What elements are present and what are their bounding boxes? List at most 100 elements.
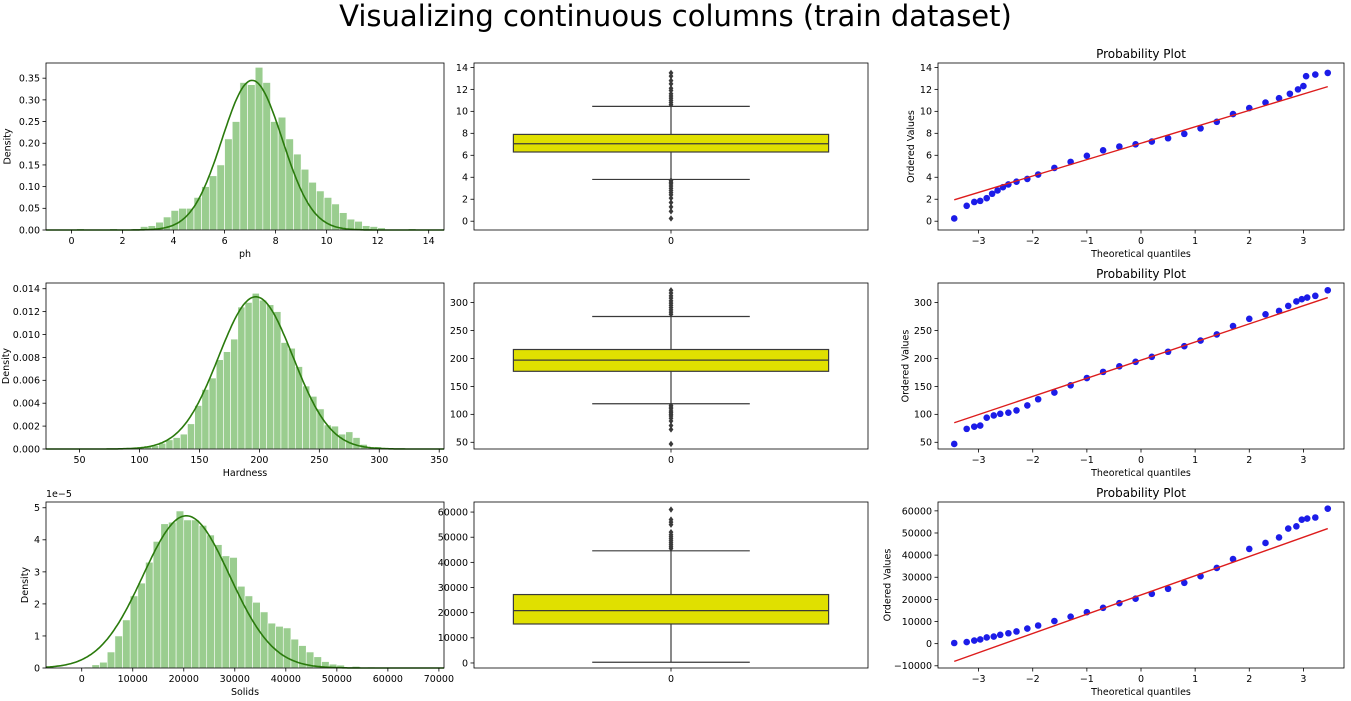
y-axis-label: Ordered Values xyxy=(900,330,911,403)
qq-point xyxy=(1229,322,1237,330)
qq-point xyxy=(950,440,958,448)
qq-point xyxy=(1051,617,1058,625)
histogram-bar xyxy=(183,519,192,669)
qq-point xyxy=(1312,514,1319,521)
qq-point xyxy=(1181,579,1188,587)
y-tick-label: 0.012 xyxy=(13,307,40,318)
x-tick-label: 250 xyxy=(310,455,328,466)
x-tick-label: 10 xyxy=(321,236,333,247)
x-tick-label: 4 xyxy=(171,236,177,247)
y-tick-label: 300 xyxy=(914,298,932,309)
y-tick-label: 3 xyxy=(34,567,40,578)
histogram-bar xyxy=(160,523,169,669)
y-tick-label: 50000 xyxy=(902,528,932,539)
histogram-bar xyxy=(170,210,179,231)
y-tick-label: 100 xyxy=(914,410,932,421)
y-tick-label: 0 xyxy=(926,639,932,650)
y-tick-label: 50 xyxy=(456,438,468,449)
y-tick-label: 0.25 xyxy=(19,117,40,128)
y-tick-label: 0.35 xyxy=(19,74,40,85)
y-tick-label: 8 xyxy=(926,129,932,140)
histogram-bar xyxy=(345,431,354,450)
histogram-bar xyxy=(293,153,302,231)
y-axis-label: Density xyxy=(2,128,13,164)
x-tick-label: 0 xyxy=(1138,455,1144,466)
y-tick-label: 20000 xyxy=(902,595,932,606)
histogram-bar xyxy=(208,175,218,231)
qq-point xyxy=(1197,125,1204,132)
solids-distribution: 0 1 2 3 4 5 0 10000 20000 30000 40000 50000 60000 700… xyxy=(20,489,454,698)
histogram-bar xyxy=(231,121,241,231)
x-tick-label: 12 xyxy=(372,236,384,247)
y-tick-label: 10000 xyxy=(902,617,932,628)
y-tick-label: 2 xyxy=(34,599,40,610)
qq-point xyxy=(983,634,991,641)
y-tick-label: 50 xyxy=(920,438,932,449)
y-tick-label: 2 xyxy=(926,195,932,206)
histogram-bar xyxy=(354,221,363,231)
y-tick-label: 2 xyxy=(462,195,468,206)
x-tick-label: 0 xyxy=(68,236,74,247)
x-tick-label: 50000 xyxy=(322,674,352,685)
qq-point xyxy=(1286,90,1294,98)
y-tick-label: 30000 xyxy=(902,573,932,584)
qq-point xyxy=(963,638,970,646)
qq-point xyxy=(976,197,984,205)
outlier-marker xyxy=(668,402,674,409)
x-tick-label: 3 xyxy=(1300,674,1306,685)
x-tick-label: 20000 xyxy=(169,674,199,685)
x-tick-label: −1 xyxy=(1080,455,1094,466)
histogram-bar xyxy=(152,541,162,669)
figure-title: Visualizing continuous columns (train da… xyxy=(339,0,1012,33)
qq-point xyxy=(1245,315,1253,323)
outlier-marker xyxy=(668,528,674,536)
histogram-bar xyxy=(287,347,296,450)
outlier-marker xyxy=(668,203,674,211)
histogram-bar xyxy=(129,595,139,669)
qq-point xyxy=(1300,82,1307,90)
qq-point xyxy=(1324,505,1332,512)
solids-probability-plot: −10000 0 10000 20000 30000 40000 50000 60000 −3 −… xyxy=(883,486,1345,698)
histogram-bar xyxy=(179,433,188,450)
outlier-marker xyxy=(668,194,674,202)
histogram-bar xyxy=(198,525,208,669)
outlier-marker xyxy=(668,77,674,84)
outlier-marker xyxy=(668,85,674,92)
hardness-probability-plot: 50 100 150 200 250 300 −3 −2 −1 0 1 2 3 Theoretical q… xyxy=(900,267,1345,479)
histogram-bar xyxy=(223,351,231,450)
x-tick-label: 0 xyxy=(668,455,674,466)
qq-point xyxy=(1312,71,1319,78)
y-axis-label: Ordered Values xyxy=(906,110,917,183)
histogram-bar xyxy=(187,423,195,450)
qq-point xyxy=(1324,286,1332,294)
histogram-bar xyxy=(168,521,177,669)
qq-point xyxy=(1024,625,1031,632)
axes-title: Probability Plot xyxy=(1096,267,1186,281)
histogram-bar xyxy=(239,82,248,231)
histogram-bar xyxy=(244,302,253,450)
qq-point xyxy=(1284,525,1292,532)
outlier-marker xyxy=(668,208,674,215)
fit-line xyxy=(954,296,1328,424)
y-tick-label: 0.05 xyxy=(19,204,40,215)
outlier-marker xyxy=(668,177,674,184)
x-axis-label: Theoretical quantiles xyxy=(1090,687,1191,698)
axes-frame xyxy=(937,62,1345,231)
qq-point xyxy=(1303,294,1311,301)
histogram-bar xyxy=(316,190,325,231)
y-tick-label: 100 xyxy=(450,410,468,421)
qq-point xyxy=(976,422,984,429)
histogram-bar xyxy=(165,439,174,450)
x-tick-label: −1 xyxy=(1080,674,1094,685)
x-tick-label: 0 xyxy=(668,674,674,685)
qq-point xyxy=(1005,629,1012,637)
x-tick-label: 3 xyxy=(1300,455,1306,466)
histogram-bar xyxy=(91,664,100,669)
histogram-bar xyxy=(280,342,289,450)
x-tick-label: 0 xyxy=(1138,674,1144,685)
x-tick-label: 0 xyxy=(668,236,674,247)
histogram-bar xyxy=(229,557,238,669)
y-tick-label: 0.002 xyxy=(13,422,40,433)
x-tick-label: 150 xyxy=(190,455,208,466)
qq-point xyxy=(1067,613,1074,620)
